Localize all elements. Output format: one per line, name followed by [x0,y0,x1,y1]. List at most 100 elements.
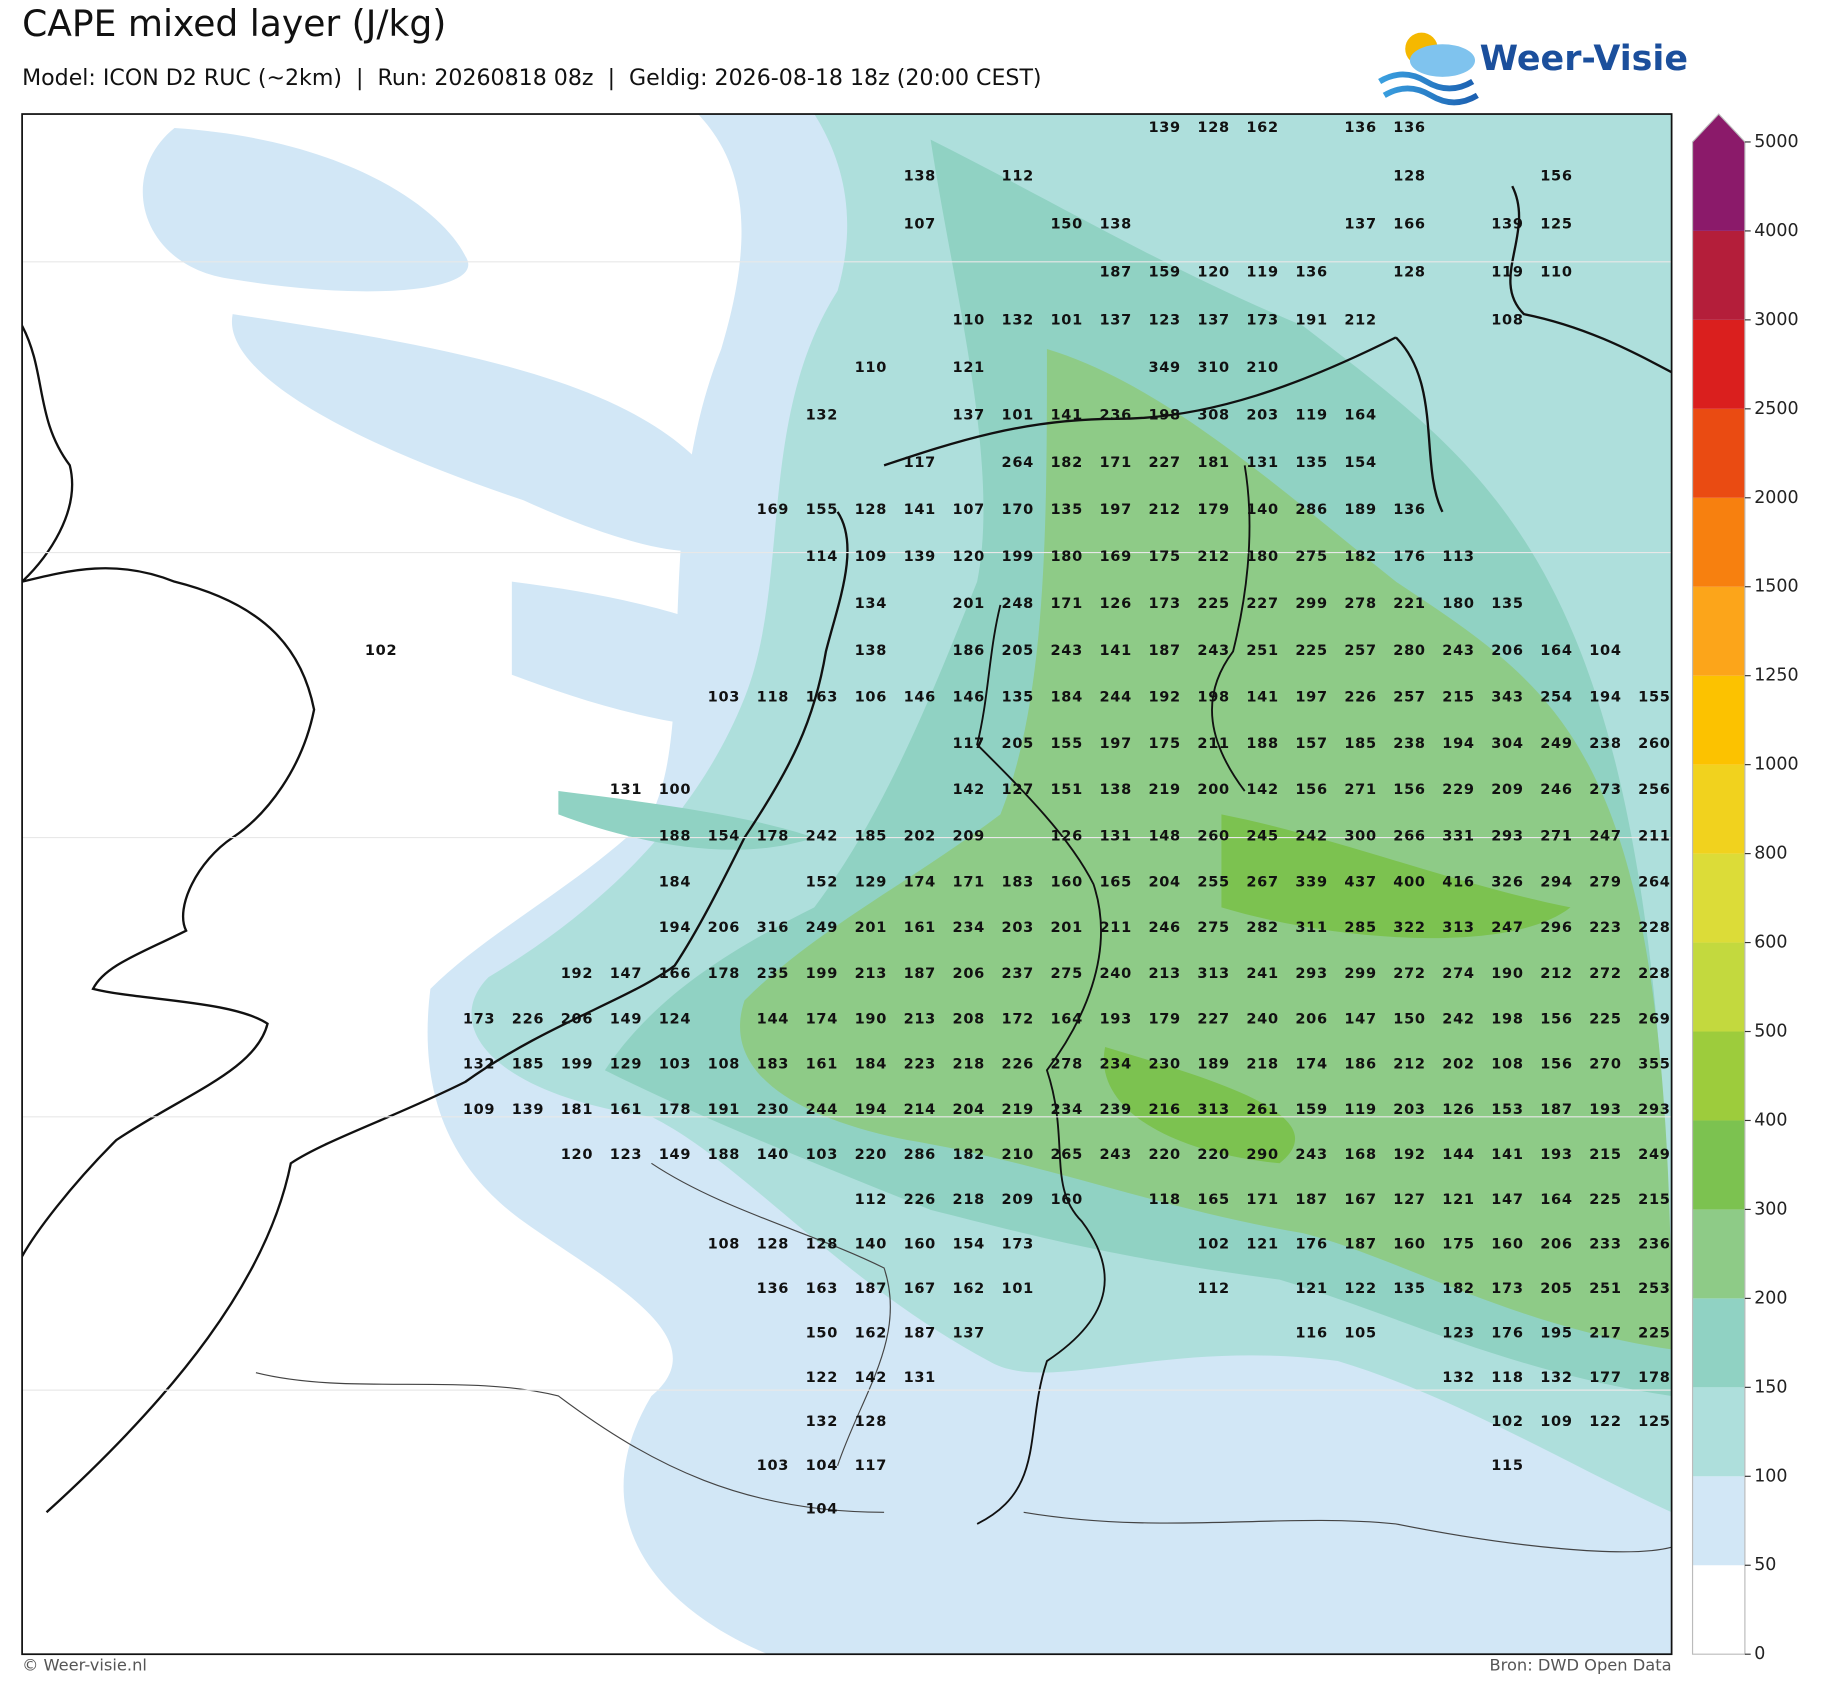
cape-label: 168 [1344,1147,1376,1163]
cape-label: 294 [1540,874,1572,890]
cape-label: 136 [1295,264,1327,280]
cape-label: 100 [659,782,691,798]
cape-label: 257 [1344,643,1376,659]
cape-label: 171 [1050,596,1082,612]
cape-label: 121 [1442,1192,1474,1208]
cape-label: 131 [1099,828,1131,844]
cape-label: 181 [561,1102,593,1118]
cape-label: 137 [953,1326,985,1342]
cape-label: 214 [904,1102,936,1118]
cape-label: 109 [855,549,887,565]
cape-label: 138 [1099,782,1131,798]
cape-label: 122 [1344,1281,1376,1297]
colorbar-tick-label: 300 [1754,1199,1787,1219]
cape-label: 165 [1099,874,1131,890]
cape-label: 163 [806,1281,838,1297]
cape-label: 139 [904,549,936,565]
cape-label: 112 [1197,1281,1229,1297]
cape-label: 167 [1344,1192,1376,1208]
cape-label: 339 [1295,874,1327,890]
cape-label: 165 [1197,1192,1229,1208]
cape-label: 331 [1442,828,1474,844]
colorbar-segment [1692,1120,1745,1210]
cape-label: 154 [708,828,740,844]
cape-label: 212 [1197,549,1229,565]
cape-label: 210 [1002,1147,1034,1163]
cape-label: 126 [1099,596,1131,612]
cape-label: 147 [1344,1011,1376,1027]
cape-label: 184 [1050,689,1082,705]
cape-label: 206 [1491,643,1523,659]
cape-label: 271 [1344,782,1376,798]
cape-label: 187 [1148,643,1180,659]
cape-label: 110 [953,312,985,328]
cape-label: 416 [1442,874,1474,890]
cape-label: 169 [757,502,789,518]
colorbar-segment [1692,1298,1745,1388]
cape-label: 128 [855,1414,887,1430]
cape-label: 192 [1393,1147,1425,1163]
cape-label: 140 [757,1147,789,1163]
colorbar-tick-label: 0 [1754,1644,1765,1664]
cape-label: 247 [1491,920,1523,936]
cape-label: 212 [1393,1057,1425,1073]
colorbar-tick-label: 4000 [1754,221,1798,241]
cape-label: 211 [1099,920,1131,936]
cape-label: 201 [953,596,985,612]
cape-label: 121 [953,360,985,376]
cape-label: 313 [1442,920,1474,936]
cape-label: 185 [1344,736,1376,752]
cape-label: 227 [1246,596,1278,612]
cape-label: 178 [659,1102,691,1118]
cape-label: 138 [855,643,887,659]
cape-label: 139 [1148,120,1180,136]
cape-label: 109 [463,1102,495,1118]
cape-label: 204 [953,1102,985,1118]
cape-label: 108 [708,1237,740,1253]
cape-label: 141 [1099,643,1131,659]
cape-label: 137 [1099,312,1131,328]
cape-label: 132 [463,1057,495,1073]
cape-label: 155 [1050,736,1082,752]
cape-label: 135 [1295,455,1327,471]
cape-label: 188 [708,1147,740,1163]
cape-label: 135 [1002,689,1034,705]
cape-label: 326 [1491,874,1523,890]
cape-label: 278 [1344,596,1376,612]
cape-label: 187 [1099,264,1131,280]
cape-label: 107 [953,502,985,518]
cape-label: 304 [1491,736,1523,752]
cape-label: 234 [953,920,985,936]
cape-label: 176 [1393,549,1425,565]
subtitle: Model: ICON D2 RUC (~2km) | Run: 2026081… [22,65,1041,91]
cape-label: 193 [1589,1102,1621,1118]
cape-label: 225 [1589,1192,1621,1208]
cape-label: 126 [1442,1102,1474,1118]
cape-label: 316 [757,920,789,936]
cape-label: 184 [659,874,691,890]
cape-label: 225 [1197,596,1229,612]
cape-label: 112 [1002,168,1034,184]
cape-label: 217 [1589,1326,1621,1342]
cape-label: 192 [1148,689,1180,705]
cape-label: 198 [1197,689,1229,705]
cape-label: 118 [1148,1192,1180,1208]
cape-label: 202 [904,828,936,844]
colorbar-tick-label: 800 [1754,844,1787,864]
cape-label: 119 [1491,264,1523,280]
colorbar-segment [1692,764,1745,854]
cape-label: 236 [1638,1237,1670,1253]
cape-label: 166 [1393,216,1425,232]
cape-label: 293 [1638,1102,1670,1118]
cape-label: 266 [1393,828,1425,844]
colorbar-segment [1692,497,1745,587]
cape-label: 189 [1197,1057,1229,1073]
colorbar-segment [1692,141,1745,231]
cape-label: 180 [1442,596,1474,612]
cape-label: 164 [1540,1192,1572,1208]
cape-label: 218 [1246,1057,1278,1073]
cape-label: 178 [757,828,789,844]
cape-label: 233 [1589,1237,1621,1253]
cape-label: 115 [1491,1458,1523,1474]
cape-label: 211 [1638,828,1670,844]
